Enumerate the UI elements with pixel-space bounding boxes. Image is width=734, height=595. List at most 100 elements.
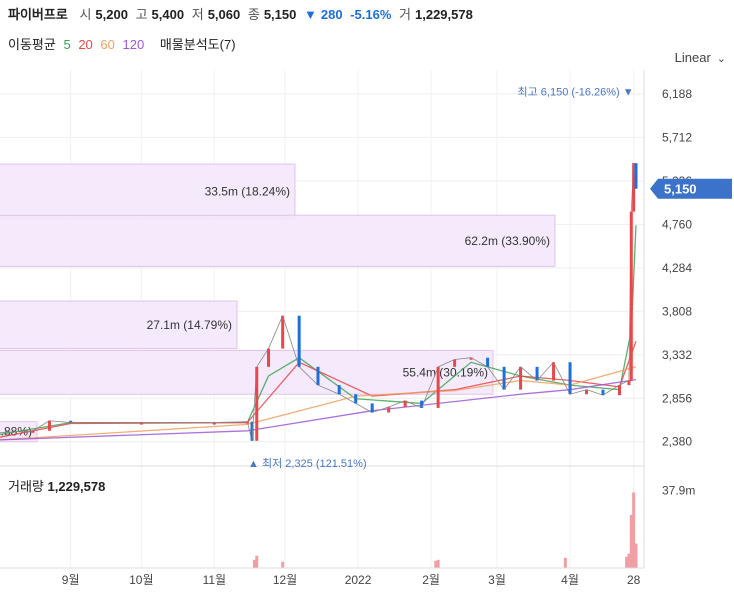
price-path-segment [487,366,505,390]
scale-dropdown[interactable]: Linear ⌄ [675,50,726,65]
volume-profile-label: 27.1m (14.79%) [147,318,232,332]
price-path-segment [520,366,538,381]
price-path-segment [553,362,571,395]
price-path-segment [256,348,269,368]
candle [634,163,638,189]
close-label: 종 [247,7,260,22]
low-label: 저 [191,7,204,22]
candle [139,422,143,425]
price-path-segment [404,400,422,409]
ma-60[interactable]: 60 [100,37,115,52]
candle [585,389,589,395]
down-arrow-icon: ▼ [304,7,317,22]
volume-profile-label: 62.2m (33.90%) [465,234,550,248]
volume-bar [255,555,259,568]
ma-20[interactable]: 20 [78,37,93,52]
x-tick-label: 3월 [488,573,506,587]
ma-line-120 [0,378,637,441]
price-path-segment [586,389,604,396]
volume-bar [563,557,567,568]
close-value: 5,150 [263,7,297,22]
volume-panel-title: 거래량 1,229,578 [8,476,105,495]
price-path-segment [268,315,284,349]
x-tick-label: 2월 [422,573,440,587]
ma-120[interactable]: 120 [122,37,145,52]
x-tick-label: 28 [627,573,641,587]
y-tick-label: 3,332 [662,348,692,362]
candle [297,315,301,367]
change-value: 280 [320,7,343,22]
low-value: 5,060 [207,7,241,22]
x-tick-label: 10월 [129,573,153,587]
candle [568,362,572,395]
x-tick-label: 9월 [62,573,80,587]
last-price-label: 5,150 [664,182,697,197]
change-percent: -5.16% [350,7,392,22]
x-tick-label: 12월 [273,573,297,587]
y-tick-label: 2,856 [662,391,692,405]
price-path-segment [0,430,33,433]
volume-profile-box [0,163,296,220]
last-price-tag [650,178,732,199]
price-path-segment [282,315,300,367]
candle [354,394,358,404]
candle [436,366,440,408]
volume-profile-label: 55.4m (30.19%) [403,365,488,379]
volume-y-tick-label: 37.9m [662,484,695,498]
low-marker-label: ▲ 최저 2,325 (121.51%) [248,457,367,470]
high-value: 5,400 [151,7,185,22]
volume-profile-box [0,349,494,395]
volume-profile-label: 33.5m (18.24%) [205,184,290,198]
volume-bar [627,553,631,568]
price-header: 파이버프로 시 5,200 고 5,400 저 5,060 종 5,150 ▼ 280 -… [8,4,477,23]
x-tick-label: 2022 [345,573,372,587]
candle [31,430,35,433]
candle [316,366,320,386]
y-tick-label: 6,188 [662,87,692,101]
volume-title: 거래량 [8,479,44,494]
chevron-down-icon: ⌄ [716,53,726,65]
volume-profile-toggle[interactable]: 매물분석도(7) [159,37,236,52]
candle [420,400,424,408]
chart-legend: 이동평균 5 20 60 120 매물분석도(7) [8,34,240,53]
y-tick-label: 3,808 [662,304,692,318]
price-path-segment [339,393,356,404]
price-path-segment [619,380,630,386]
price-path-segment [421,366,439,409]
price-path-segment [214,421,248,423]
y-tick-label: 4,760 [662,217,692,231]
candle [370,403,374,413]
candle [618,385,622,396]
candle [627,380,631,386]
price-path-segment [355,403,373,413]
volume-current: 1,229,578 [47,479,106,494]
stock-name: 파이버프로 [8,7,68,22]
open-value: 5,200 [95,7,128,22]
high-marker-label: 최고 6,150 (-16.26%) ▼ [518,85,634,98]
ma-5[interactable]: 5 [63,37,71,52]
ma-title[interactable]: 이동평균 [8,37,56,52]
volume-bar [632,492,636,568]
open-label: 시 [79,7,92,22]
candle [255,366,259,441]
price-path-segment [317,384,340,395]
candle [212,422,216,425]
price-path-segment [372,406,389,413]
price-path-segment [536,362,554,381]
candle [502,366,506,390]
price-path-segment [32,420,50,432]
price-path-segment [388,400,406,408]
volume-bar [252,559,256,568]
candle [552,362,556,381]
candle [281,315,285,349]
price-path-segment [454,357,472,360]
candle [267,348,271,367]
candle [535,366,539,381]
candle [403,400,407,408]
candle [629,211,633,381]
volume-profile-box [0,300,238,350]
candle [387,407,391,413]
price-path-segment [569,389,587,395]
volume-label: 거 [399,7,411,22]
